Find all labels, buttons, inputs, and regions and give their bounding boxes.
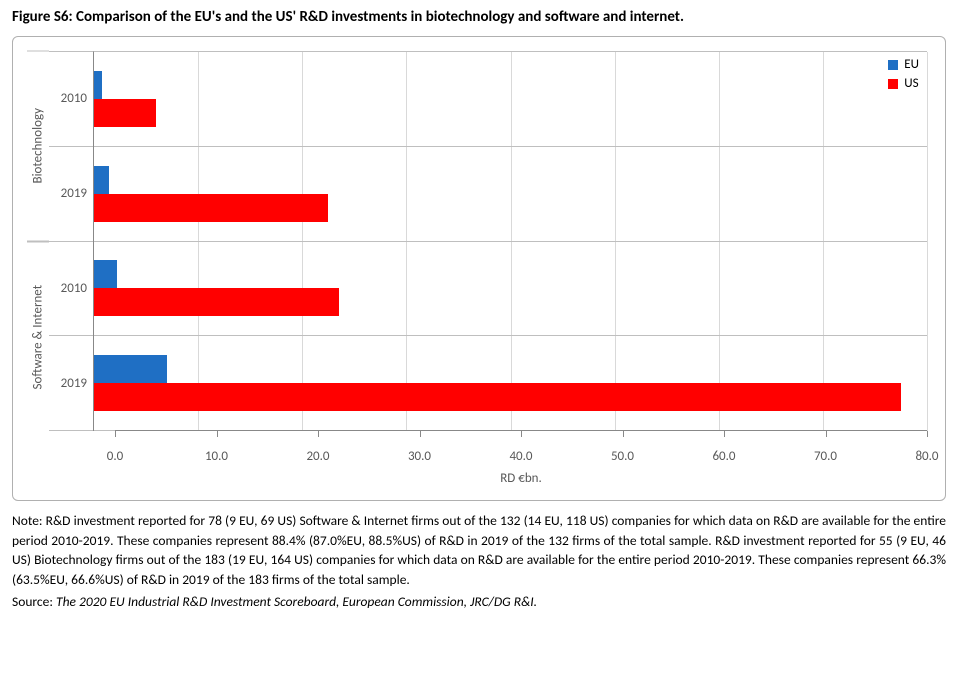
figure-title: Figure S6: Comparison of the EU's and th… [12,8,946,26]
bar-us [94,194,328,222]
x-tick-label: 0.0 [107,449,123,464]
x-tick-label: 80.0 [915,449,938,464]
x-tick-label: 60.0 [712,449,735,464]
x-tick-label: 30.0 [408,449,431,464]
bar-eu [94,166,109,194]
chart-frame: EU US BiotechnologySoftware & Internet20… [12,36,946,501]
chart-area: EU US BiotechnologySoftware & Internet20… [27,51,927,486]
x-axis [115,430,927,449]
x-axis-labels: 0.010.020.030.040.050.060.070.080.0 [115,449,927,467]
figure-source: Source: The 2020 EU Industrial R&D Inves… [12,593,946,610]
bar-us [94,288,339,316]
bar-group [94,336,927,431]
bar-eu [94,71,102,99]
year-label: 2010 [49,242,93,337]
source-text: The 2020 EU Industrial R&D Investment Sc… [56,593,537,610]
category-label: Biotechnology [27,51,49,242]
x-axis-title: RD €bn. [115,471,927,486]
bar-group [94,242,927,337]
year-label: 2019 [49,147,93,242]
x-tick-label: 70.0 [814,449,837,464]
year-label: 2010 [49,52,93,147]
bar-eu [94,260,117,288]
x-tick-label: 50.0 [611,449,634,464]
bar-group [94,52,927,147]
plot-region: BiotechnologySoftware & Internet20102019… [27,51,927,431]
x-tick-label: 20.0 [306,449,329,464]
bar-us [94,99,156,127]
figure-note: Note: R&D investment reported for 78 (9 … [12,511,946,589]
category-label: Software & Internet [27,242,49,432]
year-label: 2019 [49,336,93,430]
x-tick-label: 40.0 [509,449,532,464]
bar-group [94,147,927,242]
bar-us [94,383,901,411]
bars-region [93,51,927,431]
source-label: Source: [12,593,56,610]
x-tick-label: 10.0 [205,449,228,464]
bar-eu [94,355,167,383]
